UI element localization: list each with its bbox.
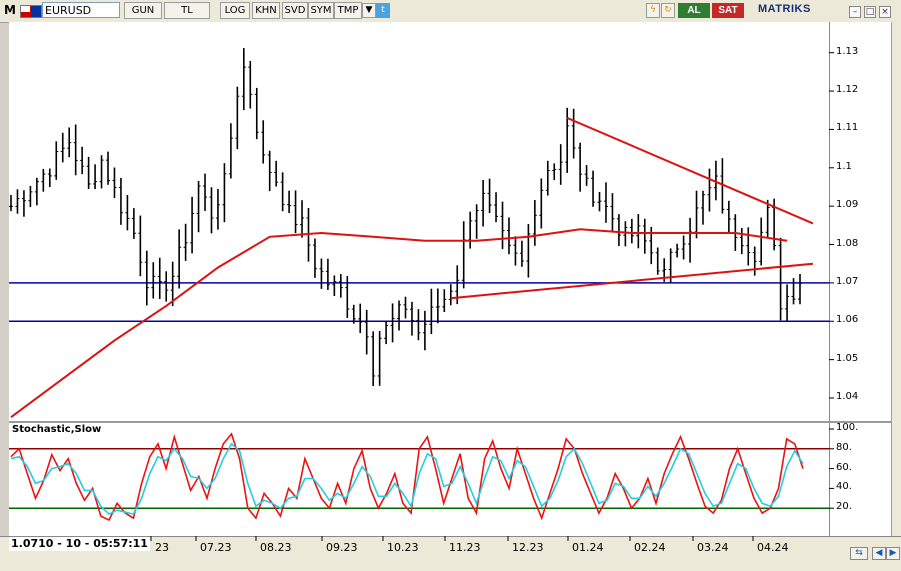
panel-divider[interactable]	[9, 421, 891, 423]
time-axis-bar	[0, 536, 901, 571]
trendline	[566, 116, 814, 225]
date-tick-label: 03.24	[697, 541, 729, 554]
stochastic-title: Stochastic,Slow	[12, 424, 102, 435]
stoch-tick-label: 100.	[836, 422, 859, 433]
dropdown-arrow-icon[interactable]: ▼	[362, 3, 376, 18]
khn-button[interactable]: KHN	[252, 2, 280, 19]
symbol-input[interactable]: EURUSD	[42, 2, 120, 18]
price-tick-label: 1.11	[836, 122, 859, 134]
date-tick-label: 23	[155, 541, 169, 554]
price-tick-label: 1.05	[836, 352, 859, 364]
stochastic-k-line	[10, 432, 804, 522]
stoch-tick-label: 20.	[836, 501, 852, 513]
price-tick-label: 1.13	[836, 45, 859, 57]
price-tick-label: 1.1	[836, 160, 852, 172]
price-tick-label: 1.08	[836, 237, 859, 249]
currency-flag-icon	[20, 5, 42, 18]
price-chart-panel[interactable]	[9, 22, 829, 421]
date-tick-label: 04.24	[757, 541, 789, 554]
svd-button[interactable]: SVD	[282, 2, 308, 19]
stoch-tick-label: 80.	[836, 441, 852, 453]
price-tick-label: 1.07	[836, 275, 859, 287]
sell-button[interactable]: SAT	[712, 3, 744, 18]
close-icon[interactable]: ×	[879, 6, 891, 18]
log-scale-button[interactable]: LOG	[220, 2, 250, 19]
period-day-button[interactable]: GUN	[124, 2, 162, 19]
stochastic-panel[interactable]	[9, 423, 829, 536]
stoch-tick-label: 40.	[836, 481, 852, 493]
date-tick-label: 07.23	[200, 541, 232, 554]
currency-tl-button[interactable]: TL	[164, 2, 210, 19]
template-button[interactable]: TMP	[334, 2, 362, 19]
price-tick-label: 1.12	[836, 84, 859, 96]
chart-toolbar: M EURUSD GUN TL LOG KHN SVD SYM TMP ▼ t …	[0, 0, 901, 23]
date-tick-label: 12.23	[512, 541, 544, 554]
stoch-tick-label: 60.	[836, 461, 852, 473]
stochastic-d-line	[10, 442, 804, 516]
matriks-logo-icon: M	[4, 3, 16, 17]
right-scrollbar[interactable]	[891, 22, 901, 536]
sync-icon[interactable]: ⇆	[850, 547, 868, 560]
trendline	[450, 262, 814, 300]
date-tick-label: 11.23	[449, 541, 481, 554]
brand-logo: MATRIKS	[758, 3, 811, 15]
maximize-icon[interactable]: □	[864, 6, 876, 18]
price-tick-label: 1.06	[836, 314, 859, 326]
scroll-right-icon[interactable]: ▶	[886, 547, 900, 560]
price-tick-label: 1.09	[836, 199, 859, 211]
cursor-readout: 1.0710 - 10 - 05:57:11	[9, 537, 150, 551]
minimize-icon[interactable]: –	[849, 6, 861, 18]
stochastic-axis	[829, 423, 892, 536]
date-tick-label: 08.23	[260, 541, 292, 554]
moving-average-line	[10, 228, 788, 419]
date-tick-label: 02.24	[634, 541, 666, 554]
scroll-left-icon[interactable]: ◀	[872, 547, 886, 560]
twitter-icon[interactable]: t	[376, 3, 390, 18]
sym-button[interactable]: SYM	[308, 2, 334, 19]
refresh-icon[interactable]: ↻	[661, 3, 675, 18]
date-tick-label: 09.23	[326, 541, 358, 554]
buy-button[interactable]: AL	[678, 3, 710, 18]
date-tick-label: 10.23	[387, 541, 419, 554]
price-axis	[829, 22, 892, 421]
lightning-icon[interactable]: ϟ	[646, 3, 660, 18]
date-tick-label: 01.24	[572, 541, 604, 554]
price-tick-label: 1.04	[836, 390, 859, 402]
